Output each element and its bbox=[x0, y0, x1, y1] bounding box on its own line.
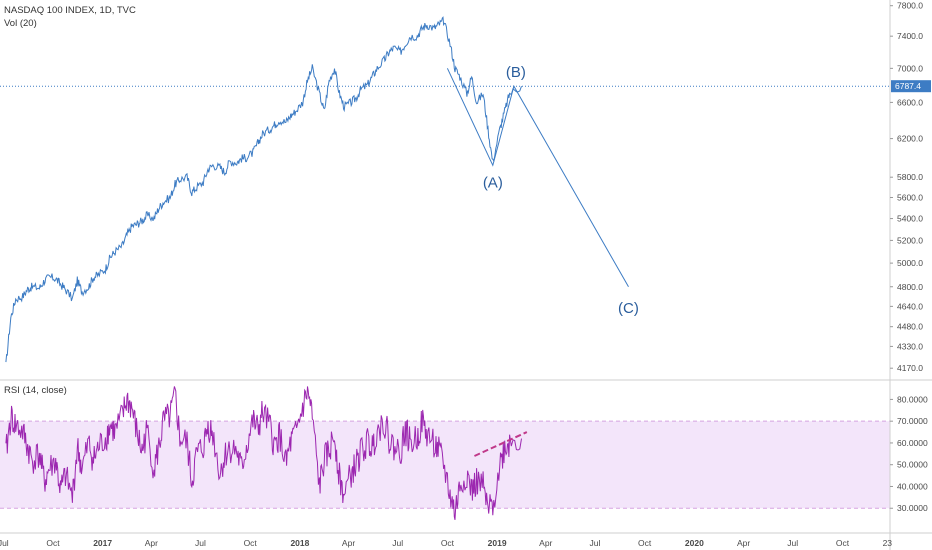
time-tick-label: 2017 bbox=[93, 538, 112, 548]
rsi-divergence-line bbox=[474, 431, 528, 457]
price-tick-label: 4170.0 bbox=[897, 363, 923, 373]
wave-label-b: (B) bbox=[506, 64, 526, 81]
volume-label: Vol (20) bbox=[4, 18, 37, 29]
rsi-tick-label: 80.0000 bbox=[897, 394, 928, 404]
current-price-label: 6787.4 bbox=[895, 81, 921, 91]
rsi-tick-label: 60.0000 bbox=[897, 438, 928, 448]
rsi-tick-label: 70.0000 bbox=[897, 416, 928, 426]
time-tick-label: 2018 bbox=[290, 538, 309, 548]
rsi-pane[interactable] bbox=[0, 386, 890, 521]
time-tick-label: Apr bbox=[737, 538, 750, 548]
time-tick-label: Jul bbox=[392, 538, 403, 548]
price-tick-label: 4640.0 bbox=[897, 301, 923, 311]
time-tick-label: Oct bbox=[46, 538, 60, 548]
wave-label-a: (A) bbox=[483, 174, 503, 191]
price-tick-label: 7400.0 bbox=[897, 31, 923, 41]
time-tick-label: 23 bbox=[883, 538, 893, 548]
time-tick-label: Oct bbox=[244, 538, 258, 548]
price-tick-label: 5000.0 bbox=[897, 258, 923, 268]
time-tick-label: Jul bbox=[0, 538, 9, 548]
chart-title: NASDAQ 100 INDEX, 1D, TVC bbox=[4, 5, 136, 16]
price-tick-label: 7000.0 bbox=[897, 63, 923, 73]
price-tick-label: 6200.0 bbox=[897, 134, 923, 144]
wave-label-c: (C) bbox=[618, 300, 639, 317]
price-tick-label: 5200.0 bbox=[897, 235, 923, 245]
time-tick-label: Apr bbox=[145, 538, 158, 548]
price-tick-label: 4330.0 bbox=[897, 341, 923, 351]
price-line bbox=[5, 16, 522, 363]
time-tick-label: Oct bbox=[638, 538, 652, 548]
rsi-label: RSI (14, close) bbox=[4, 385, 67, 396]
time-tick-label: Jul bbox=[590, 538, 601, 548]
time-tick-label: Jul bbox=[195, 538, 206, 548]
rsi-tick-label: 40.0000 bbox=[897, 481, 928, 491]
rsi-tick-label: 50.0000 bbox=[897, 460, 928, 470]
wave-projection-line bbox=[446, 68, 629, 288]
rsi-line bbox=[5, 386, 522, 521]
price-tick-label: 4480.0 bbox=[897, 322, 923, 332]
current-price-badge bbox=[891, 80, 931, 93]
time-tick-label: 2020 bbox=[685, 538, 704, 548]
time-tick-label: Jul bbox=[787, 538, 798, 548]
price-pane[interactable]: (A) (B) (C) bbox=[0, 16, 890, 363]
price-tick-label: 7800.0 bbox=[897, 1, 923, 11]
price-tick-label: 4800.0 bbox=[897, 282, 923, 292]
rsi-tick-label: 30.0000 bbox=[897, 503, 928, 513]
time-tick-label: Oct bbox=[441, 538, 455, 548]
time-tick-label: Apr bbox=[539, 538, 552, 548]
rsi-band bbox=[0, 421, 890, 509]
time-tick-label: Oct bbox=[836, 538, 850, 548]
time-tick-label: 2019 bbox=[488, 538, 507, 548]
price-tick-label: 5400.0 bbox=[897, 214, 923, 224]
price-tick-label: 5600.0 bbox=[897, 193, 923, 203]
price-tick-label: 5800.0 bbox=[897, 172, 923, 182]
price-tick-label: 6600.0 bbox=[897, 97, 923, 107]
time-tick-label: Apr bbox=[342, 538, 355, 548]
